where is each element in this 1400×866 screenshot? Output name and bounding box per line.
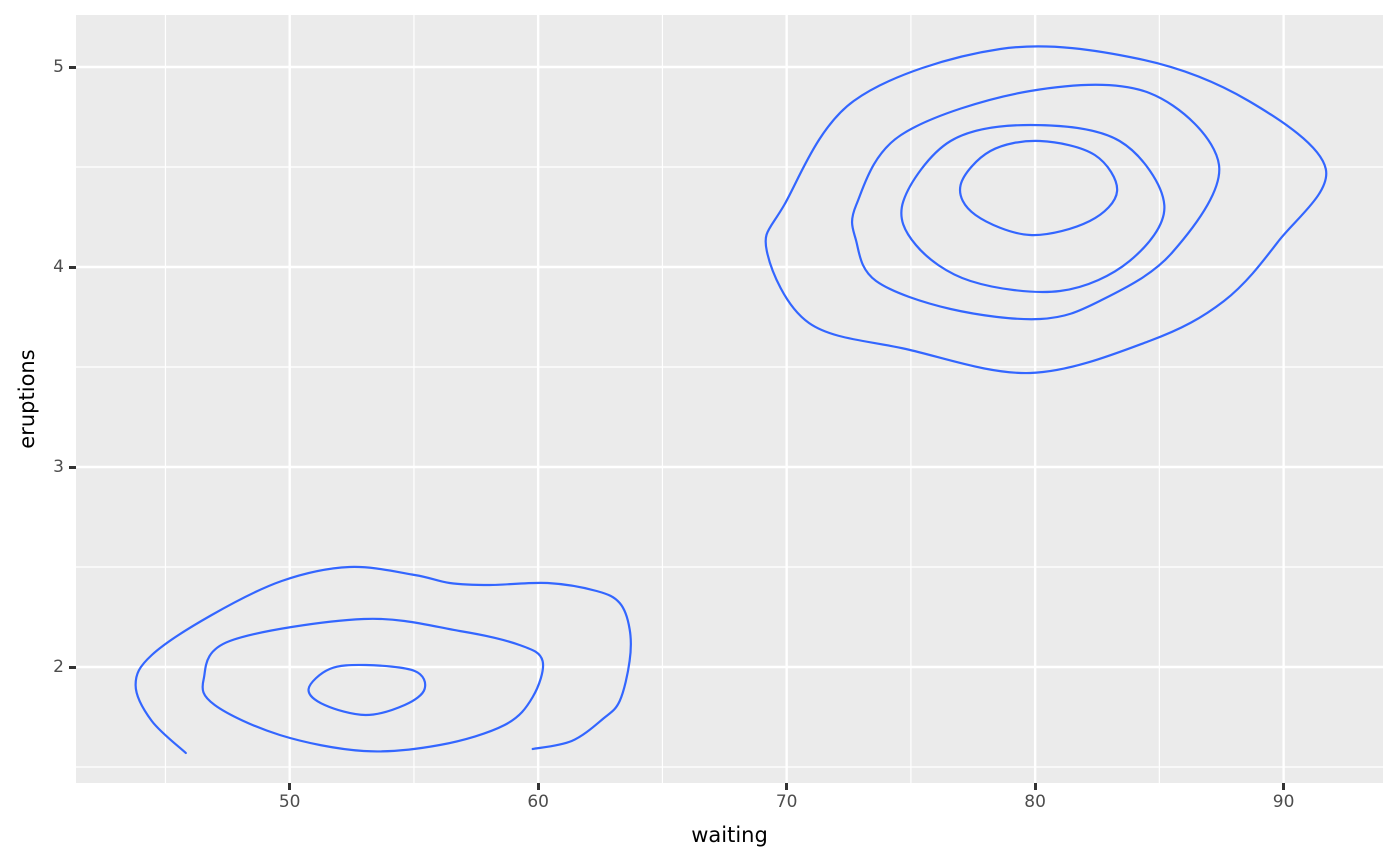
- x-tick-label-50: 50: [278, 792, 301, 812]
- y-tick-mark-3: [69, 465, 76, 469]
- contour-ring-short-eruptions-3: [307, 663, 427, 717]
- x-tick-label-90: 90: [1272, 792, 1295, 812]
- x-tick-label-60: 60: [527, 792, 549, 812]
- y-tick-label-5: 5: [53, 57, 64, 77]
- contour-ring-long-eruptions-4: [958, 139, 1119, 237]
- x-tick-mark-70: [785, 783, 789, 790]
- y-tick-mark-2: [69, 665, 76, 669]
- y-tick-mark-4: [69, 265, 76, 269]
- x-axis-title: waiting: [691, 823, 768, 847]
- x-tick-mark-90: [1282, 783, 1286, 790]
- contour-ring-long-eruptions-2: [850, 83, 1221, 321]
- contour-ring-short-eruptions-1: [134, 565, 632, 755]
- y-tick-label-3: 3: [53, 457, 64, 477]
- contour-plot-svg: [76, 15, 1383, 783]
- x-tick-mark-60: [536, 783, 540, 790]
- y-axis-title: eruptions: [15, 349, 39, 449]
- x-tick-label-70: 70: [775, 792, 798, 812]
- plot-panel: [76, 15, 1383, 783]
- x-tick-mark-80: [1033, 783, 1037, 790]
- y-tick-mark-5: [69, 65, 76, 69]
- y-tick-label-2: 2: [53, 657, 64, 677]
- contour-ring-long-eruptions-3: [900, 123, 1166, 294]
- y-tick-label-4: 4: [53, 257, 64, 277]
- x-tick-label-80: 80: [1024, 792, 1046, 812]
- contour-ring-short-eruptions-2: [201, 617, 545, 753]
- contour-ring-long-eruptions-1: [764, 45, 1328, 375]
- x-tick-mark-50: [288, 783, 292, 790]
